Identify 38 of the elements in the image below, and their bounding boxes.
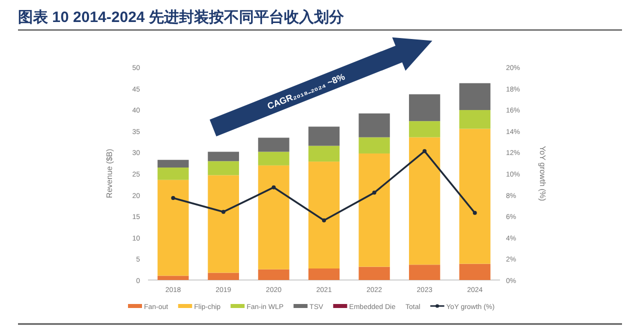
bar bbox=[308, 162, 340, 268]
bar bbox=[408, 121, 440, 138]
bar bbox=[358, 137, 390, 154]
bar bbox=[208, 272, 240, 280]
bar bbox=[459, 128, 490, 264]
bar bbox=[208, 175, 240, 273]
point bbox=[372, 190, 376, 195]
bar bbox=[308, 268, 340, 280]
bar bbox=[459, 264, 490, 280]
bar bbox=[308, 126, 340, 146]
chart-title: 图表 10 2014-2024 先进封装按不同平台收入划分 bbox=[18, 9, 345, 26]
point bbox=[171, 196, 176, 200]
point bbox=[422, 149, 427, 154]
bar bbox=[459, 110, 490, 129]
bar bbox=[358, 153, 390, 267]
y-axis-title: Revenue ($B) bbox=[105, 148, 114, 198]
bar bbox=[408, 94, 440, 122]
bar bbox=[158, 276, 189, 280]
point bbox=[221, 210, 226, 214]
bar bbox=[158, 180, 189, 276]
y2-axis-title: YoY growth (%) bbox=[538, 146, 547, 202]
bar bbox=[258, 138, 290, 152]
bar bbox=[358, 266, 390, 280]
bar bbox=[208, 161, 240, 176]
bar bbox=[158, 160, 189, 168]
point bbox=[322, 218, 326, 222]
bar bbox=[258, 269, 290, 280]
bar bbox=[459, 83, 490, 110]
bar bbox=[308, 146, 340, 162]
bar bbox=[208, 152, 240, 162]
bar bbox=[408, 137, 440, 265]
bar bbox=[358, 113, 390, 138]
bar bbox=[258, 165, 290, 270]
bar bbox=[258, 152, 290, 166]
point bbox=[472, 210, 477, 215]
bar bbox=[158, 168, 189, 180]
point bbox=[272, 185, 276, 190]
bar bbox=[408, 264, 440, 280]
